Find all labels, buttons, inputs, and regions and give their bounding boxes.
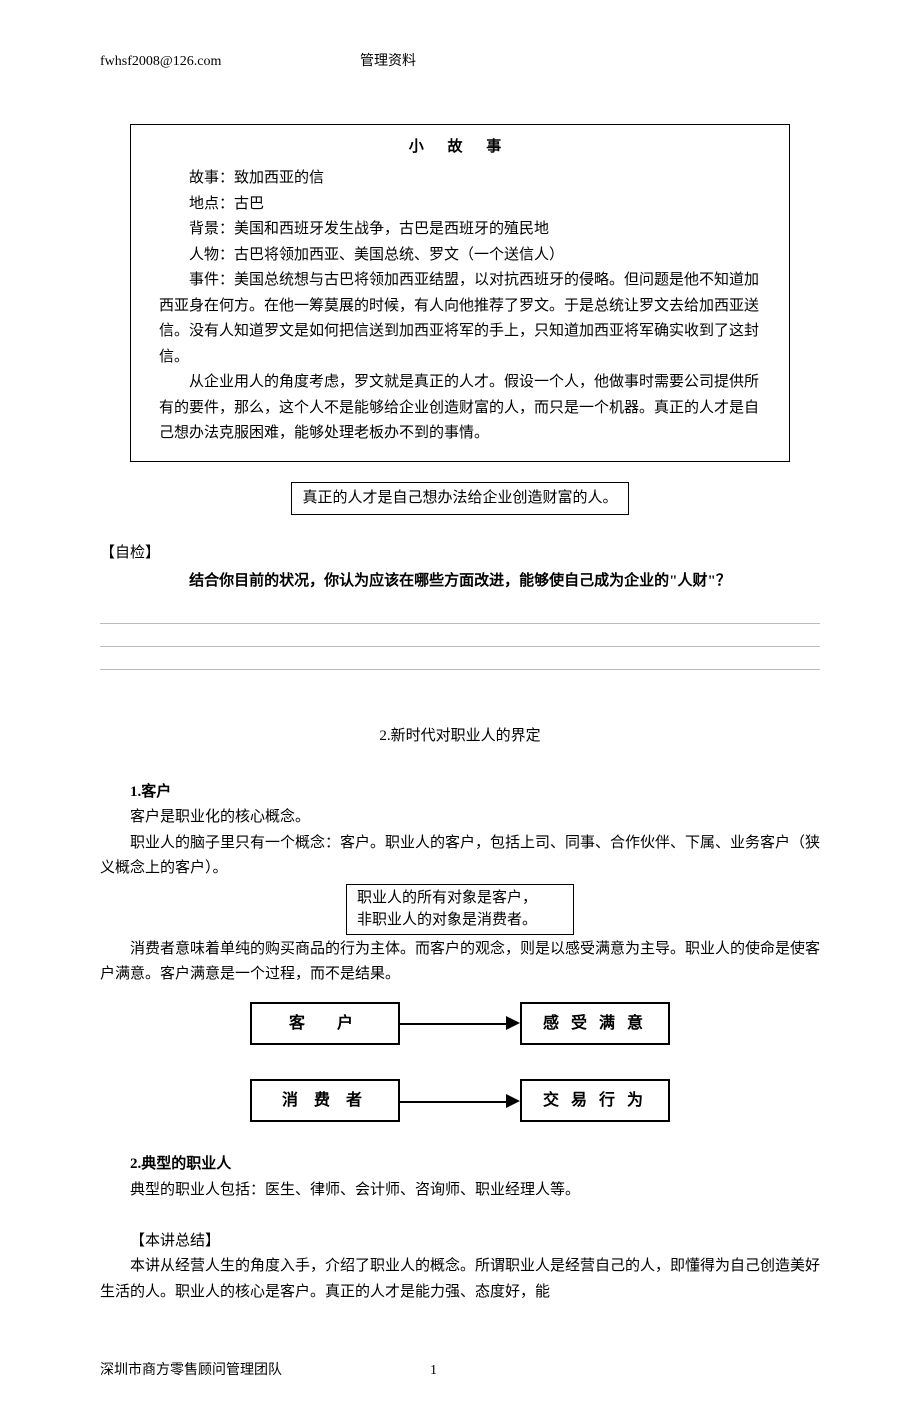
answer-lines [100, 604, 820, 670]
summary-tag: 【本讲总结】 [100, 1229, 820, 1255]
highlight-box: 真正的人才是自己想办法给企业创造财富的人。 [291, 482, 628, 516]
diagram-node-transaction: 交 易 行 为 [520, 1079, 670, 1122]
story-box: 小 故 事 故事：致加西亚的信 地点：古巴 背景：美国和西班牙发生战争，古巴是西… [130, 124, 790, 462]
summary-paragraph: 本讲从经营人生的角度入手，介绍了职业人的概念。所谓职业人是经营自己的人，即懂得为… [100, 1254, 820, 1305]
story-line: 故事：致加西亚的信 [159, 166, 761, 192]
diagram-row: 消 费 者 交 易 行 为 [230, 1079, 690, 1122]
page-footer: 深圳市商方零售顾问管理团队 1 [100, 1359, 820, 1383]
story-line: 背景：美国和西班牙发生战争，古巴是西班牙的殖民地 [159, 217, 761, 243]
paragraph: 典型的职业人包括：医生、律师、会计师、咨询师、职业经理人等。 [100, 1178, 820, 1204]
section-title: 2.新时代对职业人的界定 [100, 724, 820, 750]
story-paragraph: 从企业用人的角度考虑，罗文就是真正的人才。假设一个人，他做事时需要公司提供所有的… [159, 370, 761, 447]
page-header: fwhsf2008@126.com 管理资料 [100, 50, 820, 74]
paragraph: 客户是职业化的核心概念。 [100, 805, 820, 831]
diagram-node-customer: 客 户 [250, 1002, 400, 1045]
self-check-tag: 【自检】 [100, 541, 820, 567]
arrow-icon [400, 1100, 520, 1102]
footer-page-number: 1 [430, 1359, 437, 1383]
header-email: fwhsf2008@126.com [100, 50, 360, 74]
definition-line: 职业人的所有对象是客户， [357, 887, 537, 910]
definition-box-wrap: 职业人的所有对象是客户， 非职业人的对象是消费者。 [100, 884, 820, 935]
subheading-customer: 1.客户 [100, 780, 820, 806]
footer-org: 深圳市商方零售顾问管理团队 [100, 1359, 430, 1383]
diagram-node-satisfaction: 感 受 满 意 [520, 1002, 670, 1045]
story-title: 小 故 事 [159, 135, 761, 161]
diagram-node-consumer: 消 费 者 [250, 1079, 400, 1122]
answer-line [100, 627, 820, 647]
diagram-row: 客 户 感 受 满 意 [230, 1002, 690, 1045]
story-paragraph: 事件：美国总统想与古巴将领加西亚结盟，以对抗西班牙的侵略。但问题是他不知道加西亚… [159, 268, 761, 370]
arrow-icon [400, 1022, 520, 1024]
story-line: 地点：古巴 [159, 192, 761, 218]
subheading-professional: 2.典型的职业人 [100, 1152, 820, 1178]
answer-line [100, 604, 820, 624]
header-label: 管理资料 [360, 50, 416, 74]
paragraph: 消费者意味着单纯的购买商品的行为主体。而客户的观念，则是以感受满意为主导。职业人… [100, 937, 820, 988]
self-check-question: 结合你目前的状况，你认为应该在哪些方面改进，能够使自己成为企业的"人财"？ [100, 569, 820, 595]
answer-line [100, 650, 820, 670]
definition-box: 职业人的所有对象是客户， 非职业人的对象是消费者。 [346, 884, 574, 935]
story-line: 人物：古巴将领加西亚、美国总统、罗文（一个送信人） [159, 243, 761, 269]
flow-diagram: 客 户 感 受 满 意 消 费 者 交 易 行 为 [230, 1002, 690, 1122]
definition-line: 非职业人的对象是消费者。 [357, 909, 537, 932]
highlight-box-wrap: 真正的人才是自己想办法给企业创造财富的人。 [100, 482, 820, 516]
paragraph: 职业人的脑子里只有一个概念：客户。职业人的客户，包括上司、同事、合作伙伴、下属、… [100, 831, 820, 882]
